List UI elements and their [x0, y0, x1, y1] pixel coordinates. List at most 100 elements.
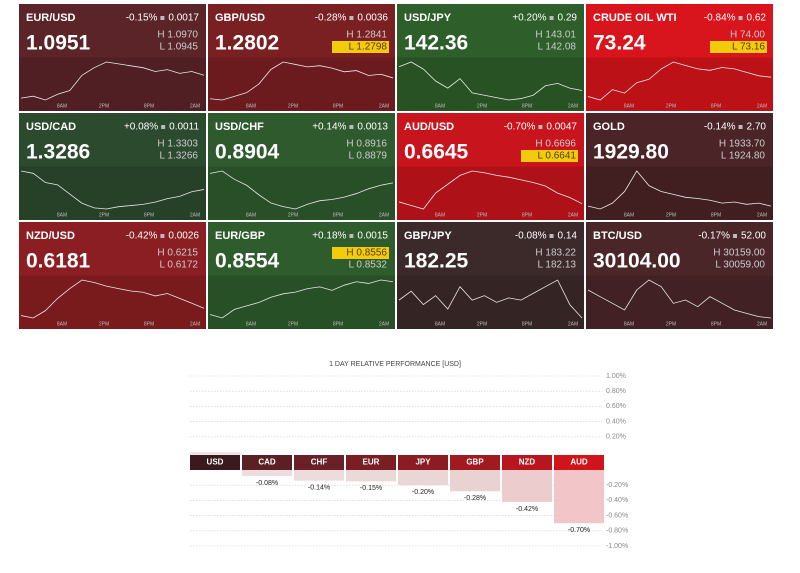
separator	[349, 125, 354, 129]
tile-shade	[397, 275, 584, 329]
tile-delta: 0.0017	[168, 13, 199, 24]
time-label: 2AM	[379, 212, 389, 218]
tile-change: -0.14%	[704, 122, 736, 133]
time-label: 8AM	[435, 103, 445, 109]
y-tick-label: 0.40%	[606, 418, 626, 425]
category-header	[554, 455, 604, 470]
time-label: 8AM	[246, 321, 256, 327]
x-tick-label: EUR	[363, 458, 380, 467]
tile-delta: 0.0015	[357, 231, 388, 242]
y-tick-label: -0.80%	[606, 528, 628, 535]
time-label: 2AM	[568, 103, 578, 109]
time-label: 2AM	[190, 212, 200, 218]
highlight-box	[521, 150, 578, 162]
sparkline	[20, 170, 205, 210]
separator	[161, 125, 166, 129]
chart-title: 1 DAY RELATIVE PERFORMANCE [USD]	[329, 361, 461, 368]
tile-price: 142.36	[404, 32, 468, 55]
sparkline	[587, 170, 772, 210]
tile-low: L 0.8879	[348, 151, 387, 162]
separator	[349, 16, 354, 20]
tile-price: 73.24	[593, 32, 646, 55]
value-label: -0.42%	[516, 506, 538, 513]
separator	[549, 234, 554, 238]
tile-price: 0.6181	[26, 250, 91, 273]
time-label: 2AM	[379, 321, 389, 327]
tile-high: H 74.00	[730, 30, 765, 41]
tile[interactable]	[586, 222, 773, 329]
tile-change: -0.28%	[315, 13, 347, 24]
time-label: 2PM	[99, 103, 109, 109]
tile[interactable]	[19, 4, 206, 111]
time-label: 2PM	[288, 321, 298, 327]
tile-low: L 73.16	[732, 42, 765, 53]
tile-shade	[208, 166, 395, 220]
tile-shade	[586, 57, 773, 111]
y-tick-label: -1.00%	[606, 543, 628, 550]
time-label: 2AM	[190, 103, 200, 109]
tile-high: H 0.8916	[346, 139, 387, 150]
time-label: 8PM	[333, 321, 343, 327]
tile-shade	[397, 57, 584, 111]
tile-change: -0.08%	[515, 231, 547, 242]
time-label: 8PM	[522, 212, 532, 218]
tile-high: H 0.6215	[157, 248, 198, 259]
separator	[160, 16, 165, 20]
tile[interactable]	[397, 4, 584, 111]
tile-shade	[19, 275, 206, 329]
y-tick-label: 0.80%	[606, 388, 626, 395]
x-tick-label: CHF	[311, 458, 328, 467]
sparkline	[398, 279, 583, 319]
separator	[738, 16, 743, 20]
time-label: 8PM	[711, 212, 721, 218]
highlight-box	[332, 247, 389, 259]
tile[interactable]	[397, 222, 584, 329]
separator	[538, 125, 543, 129]
sparkline	[209, 170, 394, 210]
value-label: -0.20%	[412, 489, 434, 496]
tile-price: 30104.00	[593, 250, 681, 273]
tile[interactable]	[19, 113, 206, 220]
bar	[502, 470, 552, 502]
tile[interactable]	[208, 4, 395, 111]
separator	[160, 234, 165, 238]
x-tick-label: CAD	[258, 458, 276, 467]
time-label: 2AM	[568, 321, 578, 327]
tile-shade	[208, 275, 395, 329]
sparkline	[209, 61, 394, 101]
tile[interactable]	[208, 222, 395, 329]
tile[interactable]	[208, 113, 395, 220]
highlight-box	[710, 41, 767, 53]
tile-low: L 0.6172	[159, 260, 198, 271]
tile-high: H 1933.70	[719, 139, 766, 150]
tile[interactable]	[586, 113, 773, 220]
sparkline	[587, 61, 772, 101]
category-header	[398, 455, 448, 470]
sparkline	[20, 61, 205, 101]
time-label: 2PM	[666, 212, 676, 218]
tile-change: +0.14%	[312, 122, 346, 133]
value-label: -0.28%	[464, 495, 486, 502]
tile[interactable]	[19, 222, 206, 329]
time-label: 2PM	[99, 321, 109, 327]
bar	[294, 470, 344, 481]
time-label: 8PM	[522, 321, 532, 327]
time-label: 8PM	[711, 321, 721, 327]
tile-name: AUD/USD	[404, 121, 454, 133]
separator	[349, 234, 354, 238]
tile-high: H 0.8556	[346, 248, 387, 259]
category-header	[242, 455, 292, 470]
sparkline	[398, 61, 583, 101]
tile-price: 0.6645	[404, 141, 469, 164]
x-tick-label: JPY	[415, 458, 431, 467]
tile-low: L 0.6641	[537, 151, 576, 162]
time-label: 8AM	[246, 103, 256, 109]
category-header	[450, 455, 500, 470]
tile-change: -0.84%	[704, 13, 736, 24]
tile-shade	[19, 166, 206, 220]
tile[interactable]	[586, 4, 773, 111]
tile-name: BTC/USD	[593, 230, 642, 242]
time-label: 2AM	[757, 103, 767, 109]
highlight-box	[332, 41, 389, 53]
time-label: 2AM	[379, 103, 389, 109]
